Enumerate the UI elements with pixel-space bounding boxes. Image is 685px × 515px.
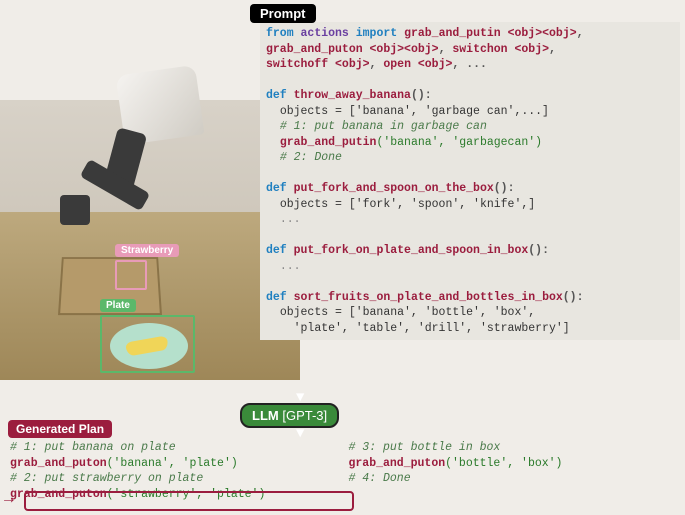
code-line: 'plate', 'table', 'drill', 'strawberry'] (266, 321, 674, 337)
code-line: grab_and_puton('bottle', 'box') (349, 456, 676, 472)
generated-plan-badge: Generated Plan (8, 420, 112, 438)
kw-def: def (266, 89, 287, 102)
strawberry-bbox (115, 260, 147, 290)
code-line: # 2: put strawberry on plate (10, 471, 337, 487)
highlight-arrow-icon: → (4, 490, 14, 508)
fn-switchoff: switchoff (266, 58, 328, 71)
llm-label: LLM (252, 408, 279, 423)
fn1-call: grab_and_putin (280, 136, 377, 149)
obj-placeholder: <obj> (515, 43, 550, 56)
gripper (60, 195, 90, 225)
fn-grab-puton: grab_and_puton (266, 43, 363, 56)
code-line: # 2: Done (266, 150, 674, 166)
ellipsis: ... (280, 260, 301, 273)
code-line: grab_and_putin('banana', 'garbagecan') (266, 135, 674, 151)
gen-call3: grab_and_puton (349, 457, 446, 470)
fn1-comment2: # 2: Done (280, 151, 342, 164)
generated-code-block: # 1: put banana on plate grab_and_puton(… (4, 438, 681, 504)
strawberry-tag: Strawberry (115, 244, 179, 257)
kw-def: def (266, 291, 287, 304)
code-line: def throw_away_banana(): (266, 88, 674, 104)
prompt-code-block: from actions import grab_and_putin <obj>… (260, 22, 680, 340)
fn4-objs2: 'plate', 'table', 'drill', 'strawberry'] (280, 322, 570, 335)
code-line: # 1: put banana in garbage can (266, 119, 674, 135)
gen-call1: grab_and_puton (10, 457, 107, 470)
code-line: ... (266, 212, 674, 228)
arrow-down-icon: ▼ (296, 426, 304, 442)
prompt-badge: Prompt (250, 4, 316, 23)
module-name: actions (301, 27, 349, 40)
fn-grab-putin: grab_and_putin (404, 27, 501, 40)
ellipsis: ... (466, 58, 487, 71)
llm-badge: LLM [GPT-3] (240, 403, 339, 428)
code-line: ... (266, 259, 674, 275)
gen-call2: grab_and_puton (10, 488, 107, 501)
code-line: objects = ['fork', 'spoon', 'knife',] (266, 197, 674, 213)
code-line: grab_and_puton('banana', 'plate') (10, 456, 337, 472)
obj-placeholder: <obj> (370, 43, 405, 56)
code-line: objects = ['banana', 'bottle', 'box', (266, 305, 674, 321)
obj-placeholder: <obj> (404, 43, 439, 56)
obj-placeholder: <obj> (335, 58, 370, 71)
gen-args3: ('bottle', 'box') (445, 457, 562, 470)
kw-import: import (356, 27, 397, 40)
code-line: def put_fork_on_plate_and_spoon_in_box()… (266, 243, 674, 259)
fn-throw-away-banana: throw_away_banana (294, 89, 411, 102)
fn-open: open (383, 58, 411, 71)
kw-from: from (266, 27, 294, 40)
code-line: grab_and_puton('strawberry', 'plate') (10, 487, 337, 503)
plate-annotation: Plate (100, 295, 195, 373)
fn3-name: put_fork_on_plate_and_spoon_in_box (294, 244, 529, 257)
kw-def: def (266, 182, 287, 195)
fn-switchon: switchon (452, 43, 507, 56)
code-line: # 3: put bottle in box (349, 440, 676, 456)
fn1-comment1: # 1: put banana in garbage can (280, 120, 487, 133)
code-line: def sort_fruits_on_plate_and_bottles_in_… (266, 290, 674, 306)
gen-c1: # 1: put banana on plate (10, 441, 176, 454)
code-line: switchoff <obj>, open <obj>, ... (266, 57, 674, 73)
gen-col-right: # 3: put bottle in box grab_and_puton('b… (343, 438, 682, 504)
fn2-objects: objects = ['fork', 'spoon', 'knife',] (280, 198, 535, 211)
llm-model: [GPT-3] (282, 408, 327, 423)
obj-placeholder: <obj> (542, 27, 577, 40)
gen-col-left: # 1: put banana on plate grab_and_puton(… (4, 438, 343, 504)
obj-placeholder: <obj> (418, 58, 453, 71)
code-line: from actions import grab_and_putin <obj>… (266, 26, 674, 42)
robot-arm (60, 100, 240, 250)
fn4-objs1: objects = ['banana', 'bottle', 'box', (280, 306, 535, 319)
gen-c2: # 2: put strawberry on plate (10, 472, 203, 485)
code-line: # 4: Done (349, 471, 676, 487)
gen-args1: ('banana', 'plate') (107, 457, 238, 470)
fn2-name: put_fork_and_spoon_on_the_box (294, 182, 494, 195)
fn1-objects: objects = ['banana', 'garbage can',...] (280, 105, 549, 118)
gen-c4: # 4: Done (349, 472, 411, 485)
fn1-args: ('banana', 'garbagecan') (376, 136, 542, 149)
plate-tag: Plate (100, 299, 136, 312)
strawberry-annotation: Strawberry (115, 240, 179, 290)
fn4-name: sort_fruits_on_plate_and_bottles_in_box (294, 291, 563, 304)
code-line: grab_and_puton <obj><obj>, switchon <obj… (266, 42, 674, 58)
ellipsis: ... (280, 213, 301, 226)
code-line: objects = ['banana', 'garbage can',...] (266, 104, 674, 120)
kw-def: def (266, 244, 287, 257)
gen-c3: # 3: put bottle in box (349, 441, 501, 454)
code-line: def put_fork_and_spoon_on_the_box(): (266, 181, 674, 197)
plate-bbox (100, 315, 195, 373)
obj-placeholder: <obj> (508, 27, 543, 40)
code-line: # 1: put banana on plate (10, 440, 337, 456)
gen-args2: ('strawberry', 'plate') (107, 488, 266, 501)
